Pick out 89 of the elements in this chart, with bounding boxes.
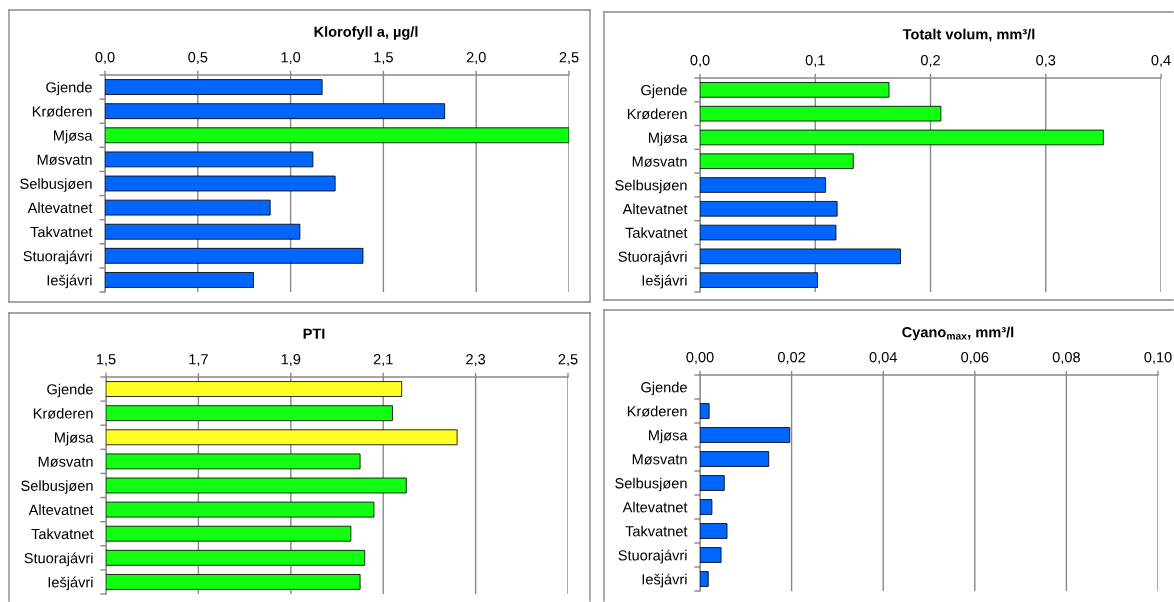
bar (700, 523, 728, 539)
y-tick-label: Møsvatn (632, 156, 687, 167)
y-tick-label: Krøderen (32, 105, 92, 117)
y-tick-label: Selbusjøen (615, 477, 687, 492)
y-tick-label: Mjøsa (649, 429, 688, 444)
bar (700, 248, 901, 265)
y-tick-label: Krøderen (33, 407, 93, 419)
x-tick-label: 0,5 (188, 52, 208, 65)
bar (700, 105, 942, 122)
y-tick-label: Møsvatn (632, 454, 687, 465)
y-tick-label: Takvatnet (625, 525, 688, 537)
y-tick-label: Selbusjøen (20, 178, 92, 192)
bar (700, 153, 854, 170)
x-tick-label: 0,1 (805, 55, 825, 68)
y-tick-label: Iešjávri (642, 274, 687, 289)
bar (700, 571, 709, 587)
bar (700, 403, 710, 419)
bar (105, 151, 314, 168)
y-tick-label: Stuorajávri (23, 250, 92, 265)
y-tick-label: Krøderen (627, 108, 687, 120)
y-tick-label: Altevatnet (27, 202, 93, 214)
y-tick-label: Altevatnet (622, 203, 688, 215)
bar (700, 547, 722, 563)
y-tick-label: Mjøsa (649, 132, 688, 146)
bar (105, 79, 323, 95)
bar (700, 451, 770, 467)
bar (105, 127, 569, 144)
x-tick-label: 1,7 (189, 354, 208, 367)
chart-title: Cyano$_{max}$, mm³/l (902, 326, 1014, 341)
x-tick-label: 0,06 (961, 352, 989, 365)
y-tick-label: Stuorajávri (24, 552, 93, 567)
x-tick-label: 0,02 (777, 352, 806, 365)
x-tick-label: 0,00 (686, 352, 714, 365)
x-tick-label: 0,04 (869, 352, 897, 365)
y-tick-label: Stuorajávri (618, 549, 687, 564)
y-tick-label: Gjende (641, 381, 687, 396)
x-tick-label: 0,0 (690, 55, 710, 68)
y-tick-label: Altevatnet (622, 501, 688, 513)
y-tick-label: Iešjávri (48, 576, 93, 591)
x-tick-label: 2,0 (466, 52, 486, 65)
bar (700, 177, 827, 193)
x-tick-label: 2,3 (466, 354, 486, 367)
x-tick-label: 1,9 (281, 354, 301, 367)
x-tick-label: 0,10 (1144, 352, 1172, 365)
x-tick-label: 2,1 (373, 354, 393, 367)
chart-title: PTI (303, 328, 325, 339)
x-tick-label: 0,3 (1036, 55, 1056, 68)
x-tick-label: 0,08 (1052, 352, 1080, 365)
y-tick-label: Stuorajávri (618, 250, 687, 265)
bar (700, 427, 791, 443)
bar (105, 175, 336, 192)
chart-title: Klorofyll a, µg/l (314, 26, 418, 40)
bar (105, 199, 271, 216)
bar (105, 247, 364, 264)
bar (700, 200, 838, 217)
x-tick-label: 0,0 (95, 52, 115, 65)
x-tick-label: 1,5 (374, 52, 393, 65)
x-tick-label: 1,0 (281, 52, 301, 65)
y-tick-label: Iešjávri (47, 274, 92, 289)
bar (105, 272, 254, 288)
y-tick-label: Mjøsa (55, 431, 94, 446)
y-tick-label: Iešjávri (642, 573, 687, 588)
x-tick-label: 2,5 (558, 354, 578, 367)
y-tick-label: Takvatnet (30, 226, 93, 238)
bar (700, 82, 890, 98)
x-tick-label: 0,2 (920, 55, 940, 68)
x-tick-label: 0,4 (1151, 55, 1171, 68)
bar (105, 103, 446, 120)
bar (700, 224, 837, 241)
bar (700, 475, 725, 491)
y-tick-label: Møsvatn (37, 154, 92, 165)
y-tick-label: Gjende (47, 383, 93, 398)
y-tick-label: Selbusjøen (21, 480, 93, 494)
y-tick-label: Mjøsa (54, 129, 93, 144)
y-tick-label: Selbusjøen (615, 179, 687, 194)
x-tick-label: 2,5 (559, 52, 579, 65)
bar (700, 499, 713, 515)
chart-title: Totalt volum, mm³/l (902, 28, 1035, 42)
y-tick-label: Krøderen (627, 405, 687, 417)
bar (700, 272, 818, 288)
bar (700, 129, 1104, 146)
y-tick-label: Møsvatn (38, 456, 93, 467)
bar (105, 223, 301, 240)
y-tick-label: Altevatnet (28, 504, 94, 516)
y-tick-label: Gjende (46, 81, 92, 96)
y-tick-label: Gjende (641, 84, 687, 99)
x-tick-label: 1,5 (96, 354, 116, 367)
y-tick-label: Takvatnet (625, 227, 688, 238)
y-tick-label: Takvatnet (31, 528, 94, 540)
